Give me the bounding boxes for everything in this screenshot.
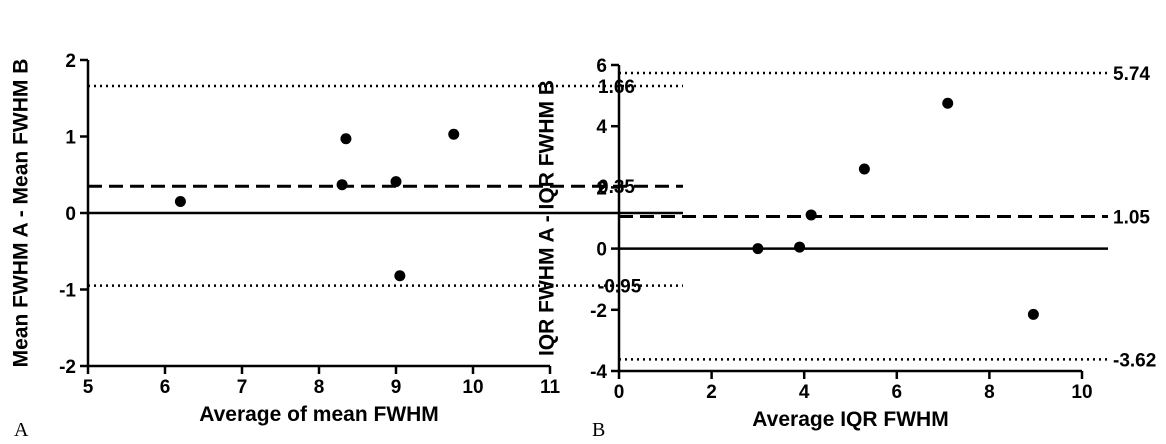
y-tick-label: -4: [590, 362, 607, 383]
data-point: [390, 176, 402, 188]
x-tick-label: 9: [391, 377, 402, 398]
panel-letter: A: [14, 419, 29, 441]
x-tick-label: 10: [462, 377, 483, 398]
y-tick-label: 4: [596, 117, 607, 138]
reference-line-label: 5.74: [1113, 64, 1150, 85]
x-tick-label: 7: [237, 377, 248, 398]
data-point: [794, 241, 806, 253]
data-point: [752, 243, 764, 255]
y-tick-label: -1: [59, 281, 76, 302]
y-axis-title: IQR FWHM A - IQR FWHM B: [535, 80, 558, 356]
data-point: [805, 209, 817, 221]
reference-line-label: 1.05: [1113, 207, 1150, 228]
data-point: [174, 196, 186, 208]
x-tick-label: 8: [984, 382, 995, 403]
x-tick-label: 10: [1071, 382, 1092, 403]
y-tick-label: 6: [596, 56, 607, 77]
reference-line-label: 1.66: [598, 77, 635, 98]
data-point: [858, 163, 870, 175]
panel-b: -4 -2 0 2 4 6 0 2 4 6 8 10 5.74 1.05 -3.62 Average IQR …: [535, 56, 1156, 441]
x-tick-label: 4: [799, 382, 810, 403]
x-tick-label: 5: [83, 377, 94, 398]
y-tick-label: 0: [65, 204, 76, 225]
x-tick-label: 6: [160, 377, 171, 398]
x-tick-label: 11: [540, 377, 561, 398]
x-tick-label: 2: [706, 382, 717, 403]
x-tick-label: 0: [614, 382, 625, 403]
y-tick-label: -2: [590, 301, 607, 322]
data-point: [1027, 308, 1039, 320]
y-tick-label: -2: [59, 357, 76, 378]
reference-line-label: -3.62: [1113, 350, 1156, 371]
panel-letter: B: [592, 419, 605, 441]
data-point: [448, 128, 460, 140]
y-tick-label: 1: [65, 128, 76, 149]
data-point: [942, 97, 954, 109]
y-tick-label: 0: [596, 240, 607, 261]
y-tick-label: 2: [596, 178, 607, 199]
x-tick-label: 6: [892, 382, 903, 403]
x-tick-label: 8: [314, 377, 325, 398]
data-point: [394, 270, 406, 282]
x-axis-title: Average IQR FWHM: [752, 408, 948, 431]
data-point: [340, 133, 352, 145]
y-axis-title: Mean FWHM A - Mean FWHM B: [9, 59, 32, 368]
data-point: [336, 179, 348, 191]
y-tick-label: 2: [65, 51, 76, 72]
x-axis-title: Average of mean FWHM: [199, 403, 439, 426]
